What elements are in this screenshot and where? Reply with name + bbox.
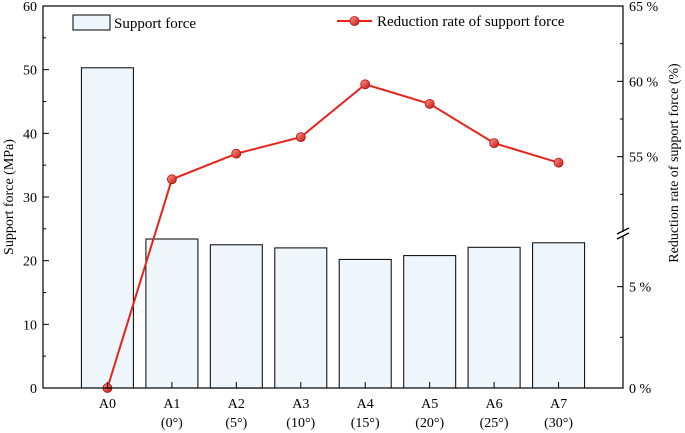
legend-bar-label: Support force [114, 16, 196, 32]
x-tick-sublabel: (10°) [286, 416, 315, 431]
bar-a6 [467, 246, 521, 389]
legend-bar-swatch [72, 14, 111, 31]
x-tick-label: A7 [550, 397, 567, 412]
rate-point-a7 [553, 157, 564, 168]
bars [80, 67, 586, 389]
rate-point-a4 [360, 79, 371, 90]
left-tick-label: 30 [23, 191, 37, 206]
y-left-title: Support force (MPa) [2, 139, 17, 255]
x-tick-sublabel: (5°) [225, 416, 247, 431]
x-tick-label: A3 [292, 397, 309, 412]
legend-line-marker [349, 16, 360, 26]
left-tick-label: 10 [23, 318, 37, 333]
x-tick-label: A4 [357, 397, 374, 412]
right-tick-label: 55 % [629, 151, 659, 166]
rate-point-a2 [231, 148, 242, 159]
x-tick-label: A6 [486, 397, 503, 412]
x-tick-label: A1 [163, 397, 180, 412]
bar-a1 [145, 238, 199, 389]
axis-break-mark [616, 232, 630, 240]
x-tick-label: A0 [99, 397, 116, 412]
rate-point-a5 [424, 99, 435, 109]
x-tick-label: A2 [228, 397, 245, 412]
left-tick-label: 0 [30, 382, 37, 397]
axis-break-mark [616, 227, 630, 235]
bar-a4 [338, 258, 392, 389]
legend-line-label: Reduction rate of support force [377, 14, 565, 30]
y-right-title: Reduction rate of support force (%) [667, 63, 682, 263]
bar-a7 [532, 242, 586, 389]
left-tick-label: 20 [23, 255, 37, 270]
x-tick-sublabel: (0°) [161, 416, 183, 431]
right-tick-label: 5 % [629, 281, 652, 296]
right-tick-label: 65 % [629, 0, 659, 15]
right-tick-label: 0 % [629, 382, 652, 397]
bar-a0 [80, 67, 134, 389]
bar-a5 [403, 255, 457, 389]
left-tick-label: 40 [23, 127, 37, 142]
rate-point-a1 [166, 174, 177, 185]
right-tick-label: 60 % [629, 75, 659, 90]
left-tick-label: 50 [23, 64, 37, 79]
x-tick-sublabel: (20°) [415, 416, 444, 431]
x-tick-label: A5 [421, 397, 438, 412]
x-tick-sublabel: (15°) [351, 416, 380, 431]
reduction-rate-polyline [106, 83, 559, 389]
legend: Support force Reduction rate of support f… [72, 14, 565, 32]
bar-a2 [209, 244, 263, 389]
x-tick-sublabel: (25°) [480, 416, 509, 431]
rate-point-a3 [295, 132, 306, 143]
x-tick-sublabel: (30°) [544, 416, 573, 431]
rate-point-a6 [489, 138, 500, 149]
left-tick-label: 60 [23, 0, 37, 15]
bar-a3 [274, 247, 328, 389]
